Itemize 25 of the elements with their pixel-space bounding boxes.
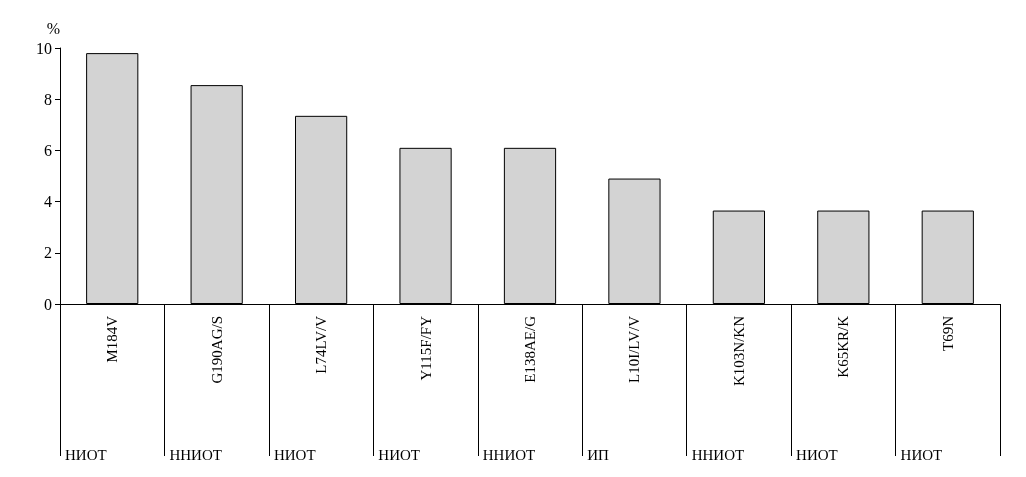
x-tick-label: G190AG/S bbox=[208, 316, 225, 384]
y-tick-label: 4 bbox=[44, 193, 52, 211]
y-tick-label: 0 bbox=[44, 295, 52, 313]
x-tick-label: L10I/LV/V bbox=[626, 315, 643, 383]
text: ННИОТ bbox=[482, 446, 536, 463]
x-tick-label: T69N bbox=[939, 315, 956, 351]
y-axis-title: % bbox=[46, 19, 60, 37]
y-tick-label: 10 bbox=[36, 39, 52, 57]
y-tick-label: 2 bbox=[44, 244, 52, 262]
text: НИОТ bbox=[378, 446, 421, 463]
text: ННИОТ bbox=[691, 446, 745, 463]
x-tick-label: Y115F/FY bbox=[417, 315, 434, 381]
y-tick-label: 8 bbox=[44, 90, 52, 108]
x-tick-label: M184V bbox=[104, 315, 121, 363]
text: ИП bbox=[587, 446, 610, 463]
text: ННИОТ bbox=[169, 446, 222, 463]
x-tick-label: L74LV/V bbox=[313, 315, 330, 374]
text: НИОТ bbox=[65, 446, 107, 463]
text: НИОТ bbox=[900, 446, 943, 463]
x-tick-label: K65KR/K bbox=[835, 315, 852, 378]
text: НИОТ bbox=[796, 446, 838, 463]
y-tick-label: 6 bbox=[44, 141, 52, 159]
text: НИОТ bbox=[273, 446, 316, 463]
x-tick-label: K103N/KN bbox=[730, 315, 747, 386]
x-tick-label: E138AE/G bbox=[522, 315, 538, 383]
